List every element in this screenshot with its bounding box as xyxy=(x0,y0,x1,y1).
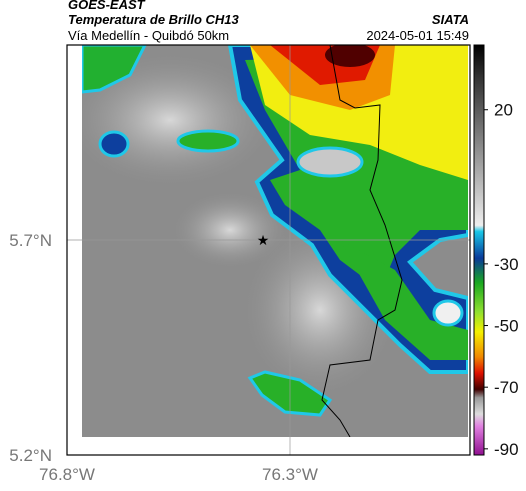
colorbar-ticks: 20 -30 -50 -70 -90 xyxy=(484,101,519,459)
title: GOES-EAST xyxy=(68,0,146,12)
map-frame xyxy=(66,44,471,456)
lon-label: 76.8°W xyxy=(39,465,95,484)
datetime: 2024-05-01 15:49 xyxy=(366,28,469,43)
colorbar-tick-label: 20 xyxy=(494,101,513,120)
colorbar xyxy=(473,44,485,456)
route: Vía Medellín - Quibdó 50km xyxy=(68,28,229,43)
lon-label: 76.3°W xyxy=(262,465,318,484)
satellite-image xyxy=(82,45,468,437)
colorbar-tick-label: -50 xyxy=(494,317,519,336)
colorbar-tick-label: -70 xyxy=(494,378,519,397)
lat-label: 5.2°N xyxy=(9,446,52,465)
lat-label: 5.7°N xyxy=(9,231,52,250)
colorbar-tick-label: -90 xyxy=(494,440,519,459)
subtitle: Temperatura de Brillo CH13 xyxy=(68,12,240,27)
location-marker: ★ xyxy=(257,232,270,248)
colorbar-tick-label: -30 xyxy=(494,255,519,274)
agency: SIATA xyxy=(432,12,469,27)
